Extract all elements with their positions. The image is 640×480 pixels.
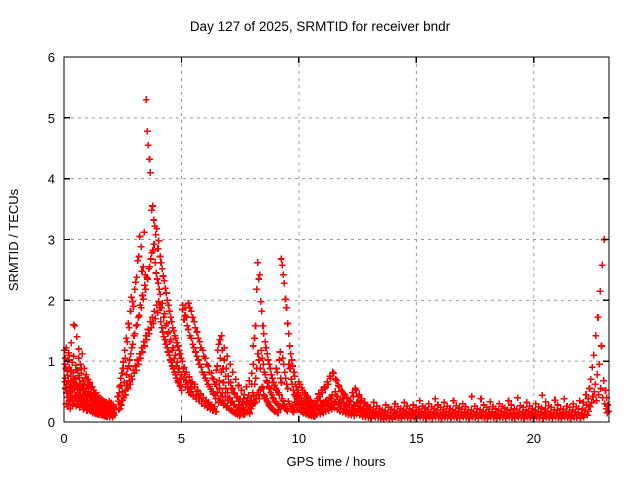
tick-labels: 0 1 2 3 4 5 6 0 5 10 15 20 (48, 50, 541, 446)
y-axis-label: SRMTID / TECUs (6, 188, 21, 291)
x-axis-label: GPS time / hours (287, 454, 386, 469)
x-tick-label: 0 (60, 431, 67, 446)
y-tick-label: 6 (48, 50, 55, 65)
gridlines (64, 57, 609, 422)
y-tick-label: 2 (48, 293, 55, 308)
x-tick-label: 5 (178, 431, 185, 446)
y-tick-label: 4 (48, 172, 55, 187)
y-tick-label: 3 (48, 233, 55, 248)
page-title: Day 127 of 2025, SRMTID for receiver bnd… (190, 19, 451, 34)
x-tick-label: 20 (527, 431, 541, 446)
x-tick-label: 10 (292, 431, 306, 446)
x-tick-label: 15 (409, 431, 423, 446)
y-tick-label: 0 (48, 415, 55, 430)
tick-marks (63, 56, 609, 423)
y-tick-label: 1 (48, 354, 55, 369)
y-tick-label: 5 (48, 111, 55, 126)
